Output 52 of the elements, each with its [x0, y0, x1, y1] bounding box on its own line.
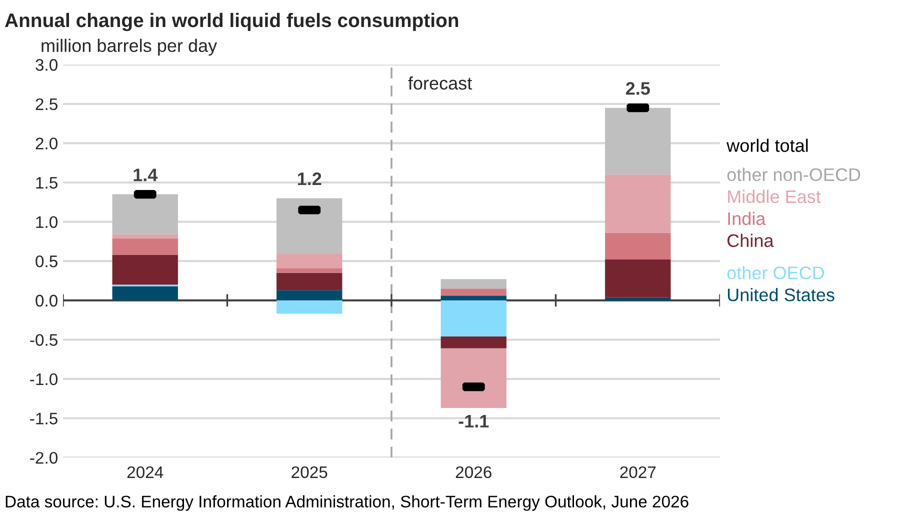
bar [112, 194, 178, 234]
bar [276, 272, 342, 290]
data-label: 2.5 [626, 82, 650, 95]
data-label: 1.4 [134, 168, 158, 182]
source-note: Data source: U.S. Energy Information Administration, Short-Term Energy Outlook, June 2026 [6, 495, 688, 511]
bar [605, 297, 671, 300]
bar [440, 288, 506, 296]
y-tick-label: -1.0 [30, 373, 58, 386]
y-tick-label: 2.5 [36, 98, 58, 110]
bar [605, 174, 671, 233]
x-tick-label: 2024 [127, 466, 164, 478]
text: China [727, 234, 774, 248]
bar [440, 300, 506, 337]
bar [440, 279, 506, 289]
bar [440, 348, 506, 408]
x-tick-label: 2027 [620, 466, 656, 478]
bar [112, 238, 178, 255]
y-tick-label: 0.5 [36, 255, 58, 268]
text: other OECD [727, 266, 824, 280]
bar [112, 234, 178, 238]
text: world total [726, 138, 808, 152]
bar [112, 286, 178, 300]
y-tick-label: -0.5 [30, 334, 58, 346]
data-label: -1.1 [458, 414, 489, 428]
y-tick-label: -2.0 [30, 452, 58, 464]
bar [605, 108, 671, 175]
y-tick-label: -1.5 [30, 412, 58, 424]
bar [276, 254, 342, 268]
bar [605, 232, 671, 260]
x-tick-label: 2025 [292, 466, 328, 478]
bar [276, 268, 342, 273]
y-tick-label: 1.5 [36, 177, 58, 189]
bar [605, 260, 671, 298]
bar [276, 290, 342, 300]
bar [440, 296, 506, 300]
text: India [728, 212, 766, 226]
y-tick-label: 3.0 [36, 59, 58, 71]
text: United States [728, 288, 834, 302]
bar [276, 300, 342, 314]
bar [440, 336, 506, 348]
y-tick-label: 0.0 [36, 294, 58, 307]
bar [112, 254, 178, 285]
ref-line-label: forecast [408, 76, 472, 90]
y-tick-label: 1.0 [36, 216, 58, 228]
x-tick-label: 2026 [456, 466, 492, 478]
y-tick-label: 2.0 [36, 138, 58, 150]
chart-title: Annual change in world liquid fuels consumption [4, 12, 458, 32]
text: Middle East [728, 190, 821, 204]
y-axis-title: million barrels per day [42, 38, 218, 56]
text: other non-OECD [727, 168, 860, 182]
bar [276, 198, 342, 254]
data-label: 1.2 [298, 172, 322, 186]
